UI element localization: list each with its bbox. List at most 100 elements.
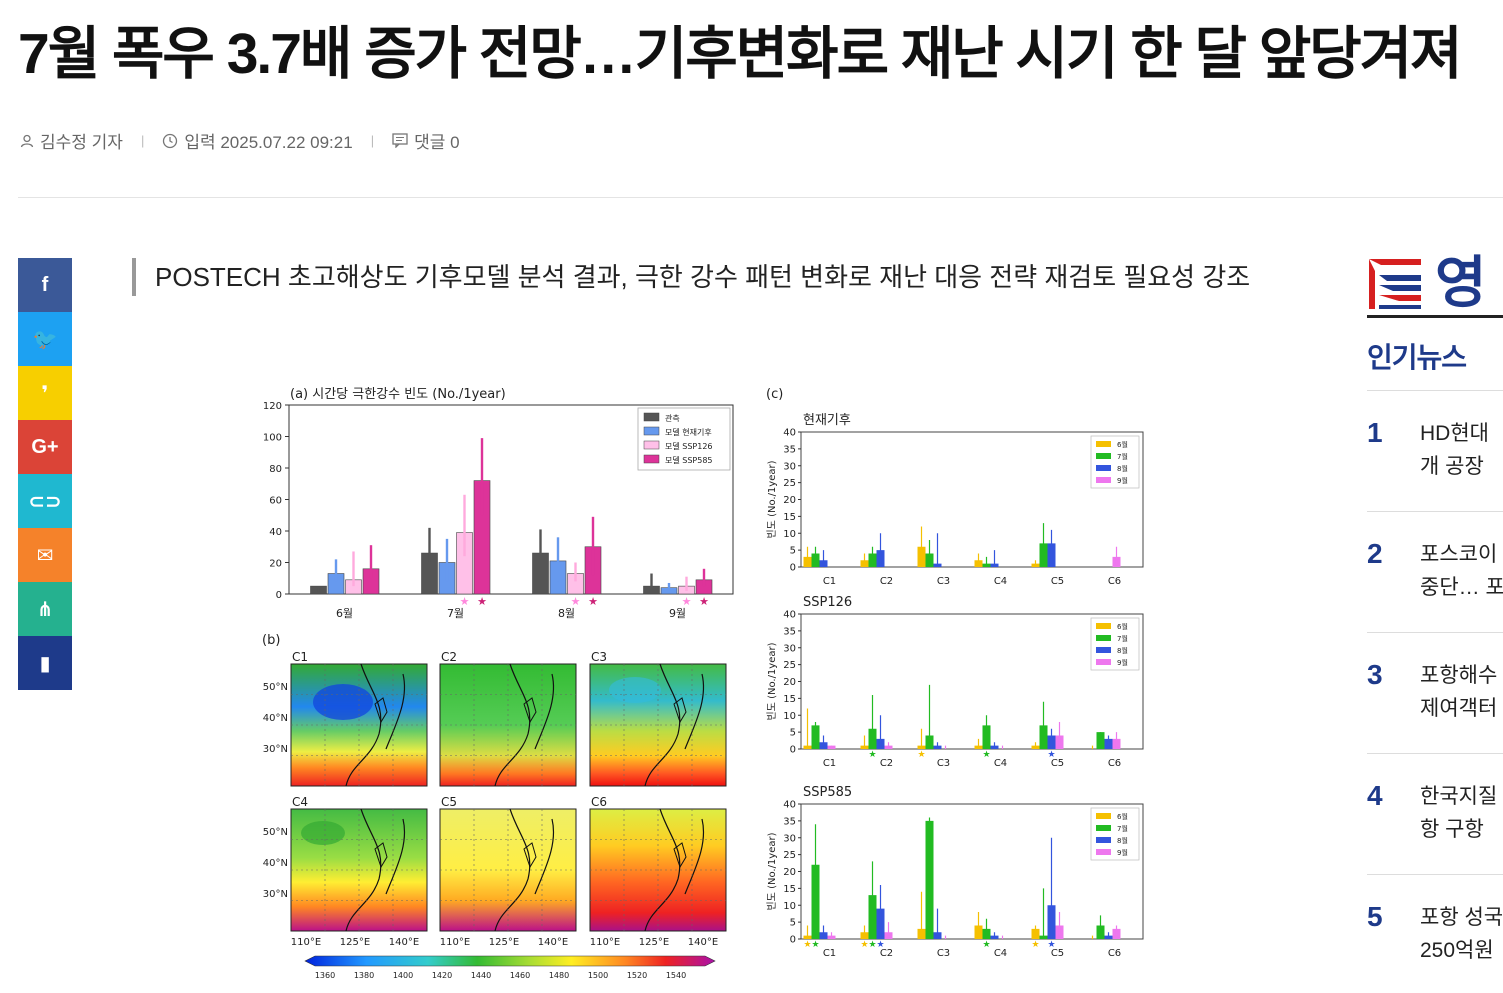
chart-c-significance-star: ★ — [811, 940, 819, 950]
share-button-share[interactable]: ⋔ — [18, 582, 72, 636]
chart-b-lat-label: 50°N — [263, 682, 288, 693]
chart-c-legend-swatch — [1096, 647, 1111, 653]
popular-news-item[interactable]: 2 포스코이 중단… 포 — [1367, 512, 1503, 633]
popular-headline-line: 제여객터 — [1420, 697, 1498, 720]
chart-b-panel-label: C5 — [441, 795, 457, 809]
share-button-googleplus[interactable]: G+ — [18, 420, 72, 474]
chart-b-colorbar-tick: 1400 — [393, 971, 413, 980]
chart-c-ytick-label: 25 — [783, 660, 796, 671]
comment-link[interactable]: 댓글 0 — [392, 128, 460, 153]
chart-c-ytick-label: 35 — [783, 626, 796, 637]
author-name: 김수정 기자 — [40, 133, 123, 152]
chart-b-lon-label: 140°E — [688, 937, 718, 948]
chart-c-xtick-label: C3 — [937, 758, 950, 769]
chart-b-peninsula — [374, 697, 388, 724]
chart-a-xtick-label: 7월 — [447, 607, 464, 620]
chart-c-legend-swatch — [1096, 441, 1111, 447]
chart-c-ytick-label: 5 — [790, 546, 796, 557]
chart-c-significance-star: ★ — [917, 750, 925, 760]
chart-c-xtick-label: C3 — [937, 948, 950, 959]
chart-b-panel-label: C2 — [441, 650, 457, 664]
bookmark-icon: ▮ — [39, 652, 51, 675]
chart-b-peninsula — [673, 842, 687, 869]
chart-a-xtick-label: 6월 — [336, 607, 353, 620]
publish-date: 입력 2025.07.22 09:21 — [184, 133, 353, 152]
chart-b-coastline — [345, 663, 382, 787]
chart-b-lat-label: 40°N — [263, 713, 288, 724]
chart-c-panel-label: 현재기후 — [803, 413, 851, 428]
chart-a-title: (a) 시간당 극한강수 빈도 (No./1year) — [290, 387, 506, 402]
popular-headline-line: 한국지질 — [1420, 785, 1498, 808]
chart-c-ytick-label: 10 — [783, 711, 796, 722]
chart-b-coastline — [494, 663, 531, 787]
sidebar-banner[interactable]: 영 — [1367, 252, 1503, 318]
chart-c-significance-star: ★ — [860, 940, 868, 950]
share-button-kakaostory[interactable]: ❜ — [18, 366, 72, 420]
chart-c-xtick-label: C2 — [880, 576, 893, 587]
chart-c-legend-label: 6월 — [1117, 440, 1128, 449]
share-button-facebook[interactable]: f — [18, 258, 72, 312]
chart-a-legend-label: 모델 현재기후 — [665, 428, 712, 437]
chart-a-legend-swatch — [643, 454, 660, 464]
chart-c-significance-star: ★ — [868, 750, 876, 760]
article-figure: (a) 시간당 극한강수 빈도 (No./1year) 0 20 40 60 80 100 1… — [253, 378, 1153, 990]
chart-b-lon-label: 140°E — [538, 937, 568, 948]
chart-c-ylabel: 빈도 (No./1year) — [766, 642, 778, 720]
popular-headline-line: 중단… 포 — [1420, 576, 1503, 599]
chart-b-coastline — [385, 673, 406, 750]
chart-c-ytick-label: 40 — [783, 428, 796, 439]
chart-c-legend-label: 9월 — [1117, 476, 1128, 485]
chart-b-lon-label: 110°E — [440, 937, 470, 948]
chart-b-coastline — [644, 808, 681, 932]
popular-news-item[interactable]: 1 HD현대 개 공장 — [1367, 391, 1503, 512]
chart-b-panel-label: C6 — [591, 795, 607, 809]
chart-a-ytick-label: 0 — [276, 590, 282, 601]
chart-a-ytick-label: 40 — [269, 527, 282, 538]
chart-b-lon-label: 125°E — [340, 937, 370, 948]
chart-c-xtick-label: C1 — [823, 948, 836, 959]
popular-headline: HD현대 개 공장 — [1420, 417, 1489, 483]
chart-c-significance-star: ★ — [982, 940, 990, 950]
chart-b-lat-label: 40°N — [263, 858, 288, 869]
chart-b-coastline — [494, 808, 531, 932]
chart-c-legend-label: 7월 — [1117, 452, 1128, 461]
chart-b-coastline — [644, 663, 681, 787]
chart-c-significance-star: ★ — [876, 940, 884, 950]
chart-a-significance-star: ★ — [699, 595, 709, 608]
chart-c-ytick-label: 15 — [783, 884, 796, 895]
chart-c-ytick-label: 40 — [783, 800, 796, 811]
chart-b-colorbar-tick: 1540 — [666, 971, 686, 980]
chart-c-ytick-label: 0 — [790, 935, 796, 946]
popular-rank: 3 — [1367, 659, 1383, 690]
meta-divider: | — [370, 133, 375, 148]
popular-headline: 포항해수 제여객터 — [1420, 659, 1497, 725]
chart-c-legend-swatch — [1096, 825, 1111, 831]
share-button-link[interactable]: ⊂⊃ — [18, 474, 72, 528]
chart-b-lon-label: 125°E — [489, 937, 519, 948]
popular-headline-line: 포스코이 — [1420, 543, 1498, 566]
popular-rank: 4 — [1367, 780, 1383, 811]
share-button-bookmark[interactable]: ▮ — [18, 636, 72, 690]
share-button-email[interactable]: ✉ — [18, 528, 72, 582]
chart-a-ytick-label: 60 — [269, 496, 282, 507]
chart-b-colorbar-tick: 1500 — [588, 971, 608, 980]
comment-icon — [392, 133, 408, 148]
popular-news-item[interactable]: 4 한국지질 항 구항 — [1367, 754, 1503, 875]
chart-c-legend-swatch — [1096, 813, 1111, 819]
article-title: 7월 폭우 3.7배 증가 전망…기후변화로 재난 시기 한 달 앞당겨져 — [18, 22, 1463, 86]
chart-a-xtick-label: 8월 — [558, 607, 575, 620]
share-button-twitter[interactable]: 🐦 — [18, 312, 72, 366]
chart-a-legend-swatch — [643, 412, 660, 422]
popular-news-item[interactable]: 5 포항 성국 250억원 — [1367, 875, 1503, 993]
chart-c-ytick-label: 0 — [790, 745, 796, 756]
chart-c-xtick-label: C1 — [823, 576, 836, 587]
chart-b-low-anomaly — [313, 684, 373, 720]
chart-b-lon-label: 110°E — [590, 937, 620, 948]
chart-c-frame — [800, 431, 1144, 568]
chart-b-colorbar-tick: 1380 — [354, 971, 374, 980]
chart-c-ytick-label: 0 — [790, 563, 796, 574]
chart-c-legend-label: 8월 — [1117, 646, 1128, 655]
popular-news-item[interactable]: 3 포항해수 제여객터 — [1367, 633, 1503, 754]
chart-c-frame — [800, 613, 1144, 750]
chart-c-xtick-label: C6 — [1108, 948, 1121, 959]
